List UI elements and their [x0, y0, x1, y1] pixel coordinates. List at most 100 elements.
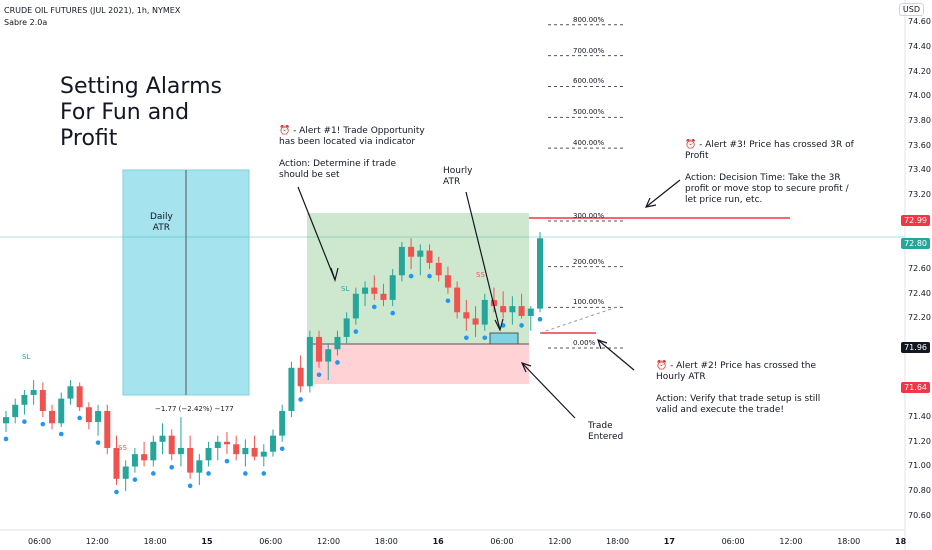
- candle-body: [205, 447, 212, 461]
- time-tick-label: 06:00: [259, 537, 283, 546]
- time-tick-label: 12:00: [779, 537, 803, 546]
- candle-body: [39, 389, 46, 411]
- candle-body: [463, 312, 470, 319]
- indicator-dot: [298, 397, 303, 402]
- time-tick-label: 18:00: [374, 537, 398, 546]
- time-tick-label: 17: [663, 537, 675, 546]
- signal-ss-right: SS: [476, 271, 485, 279]
- candle-body: [509, 306, 516, 313]
- candle-body: [316, 336, 323, 362]
- indicator-dot: [464, 335, 469, 341]
- fib-levels: [548, 24, 625, 349]
- candle-body: [242, 447, 249, 455]
- candle-body: [325, 349, 332, 362]
- fib-label: 100.00%: [573, 298, 605, 307]
- trade-entered-note: Trade Entered: [588, 421, 624, 442]
- candle-body: [177, 447, 184, 455]
- candle-body: [288, 367, 295, 411]
- indicator-dot: [371, 304, 377, 310]
- fib-label: 600.00%: [573, 77, 605, 86]
- price-tick-label: 73.60: [908, 140, 931, 150]
- candle-body: [150, 441, 157, 461]
- alert3-note: ⏰ - Alert #3! Price has crossed 3R of Pr…: [685, 140, 854, 205]
- candle-body: [21, 394, 28, 405]
- hourly-atr-note: Hourly ATR: [443, 166, 473, 187]
- candle-body: [223, 441, 230, 445]
- alert2-note: ⏰ - Alert #2! Price has crossed the Hour…: [656, 361, 821, 415]
- time-tick-label: 06:00: [721, 537, 745, 546]
- candle-body: [3, 417, 9, 424]
- candle-body: [141, 454, 148, 461]
- candle-body: [76, 386, 83, 408]
- candle-body: [214, 441, 221, 448]
- candle-body: [131, 454, 138, 467]
- indicator-dot: [519, 323, 524, 328]
- indicator-dot: [224, 458, 230, 464]
- title-line-2: For Fun and: [60, 100, 190, 125]
- indicator-dot: [335, 360, 340, 365]
- symbol-title[interactable]: CRUDE OIL FUTURES (JUL 2021), 1h, NYMEX: [4, 6, 181, 15]
- fib-label: 0.00%: [573, 339, 596, 348]
- candle-body: [371, 287, 378, 294]
- candle-body: [352, 293, 359, 319]
- title-line-3: Profit: [60, 126, 118, 151]
- time-tick-label: 15: [201, 537, 213, 546]
- fib-label: 800.00%: [573, 15, 605, 24]
- candle-body: [454, 287, 461, 313]
- time-tick-label: 12:00: [85, 537, 109, 546]
- time-tick-label: 18: [895, 537, 907, 546]
- candle-body: [49, 410, 56, 424]
- candle-body: [380, 293, 387, 300]
- time-tick-label: 18:00: [837, 537, 861, 546]
- price-tick-label: 71.20: [908, 436, 931, 446]
- price-tag: 71.96: [901, 342, 930, 354]
- candle-body: [168, 435, 175, 455]
- candle-body: [334, 336, 341, 350]
- price-tick-label: 73.80: [908, 116, 931, 126]
- candle-body: [122, 466, 129, 479]
- indicator-dot: [316, 372, 322, 378]
- indicator-label[interactable]: Sabre 2.0a: [4, 18, 48, 27]
- candle-body: [297, 367, 304, 387]
- candle-body: [343, 318, 350, 337]
- candle-body: [426, 250, 433, 263]
- indicator-dot: [95, 440, 101, 445]
- candle-body: [187, 447, 194, 473]
- indicator-dot: [132, 477, 138, 482]
- indicator-dot: [445, 298, 451, 304]
- indicator-dot: [206, 471, 211, 476]
- candle-body: [537, 238, 543, 309]
- price-tick-label: 72.60: [908, 264, 931, 274]
- hourly-atr-box: [489, 332, 519, 345]
- indicator-dot: [427, 273, 432, 279]
- price-tick-label: 73.20: [908, 190, 931, 200]
- time-tick-label: 12:00: [317, 537, 341, 546]
- currency-button[interactable]: USD: [898, 3, 924, 16]
- indicator-dot: [537, 316, 543, 322]
- price-tick-label: 70.80: [908, 486, 931, 496]
- price-tick-label: 71.00: [908, 461, 931, 471]
- indicator-dot: [22, 419, 27, 424]
- indicator-dot: [482, 335, 488, 341]
- candle-body: [527, 308, 534, 316]
- candle-body: [398, 246, 405, 276]
- alert1-note: ⏰ - Alert #1! Trade Opportunity has been…: [279, 126, 425, 180]
- price-tick-label: 74.60: [908, 17, 931, 27]
- fib-label: 300.00%: [573, 211, 605, 220]
- signal-sl-mid: SL: [341, 285, 350, 293]
- indicator-dot: [77, 415, 82, 421]
- indicator-dot: [114, 489, 119, 495]
- candle-body: [30, 389, 37, 395]
- candle-body: [113, 447, 120, 479]
- candle-body: [518, 306, 525, 316]
- candle-body: [196, 460, 203, 473]
- candle-body: [104, 410, 111, 448]
- candle-body: [417, 250, 424, 257]
- indicator-dot: [261, 471, 267, 476]
- candle-body: [58, 398, 65, 424]
- candle-body: [389, 275, 396, 300]
- time-tick-label: 18:00: [606, 537, 630, 546]
- candle-body: [306, 336, 313, 387]
- time-tick-label: 18:00: [143, 537, 167, 546]
